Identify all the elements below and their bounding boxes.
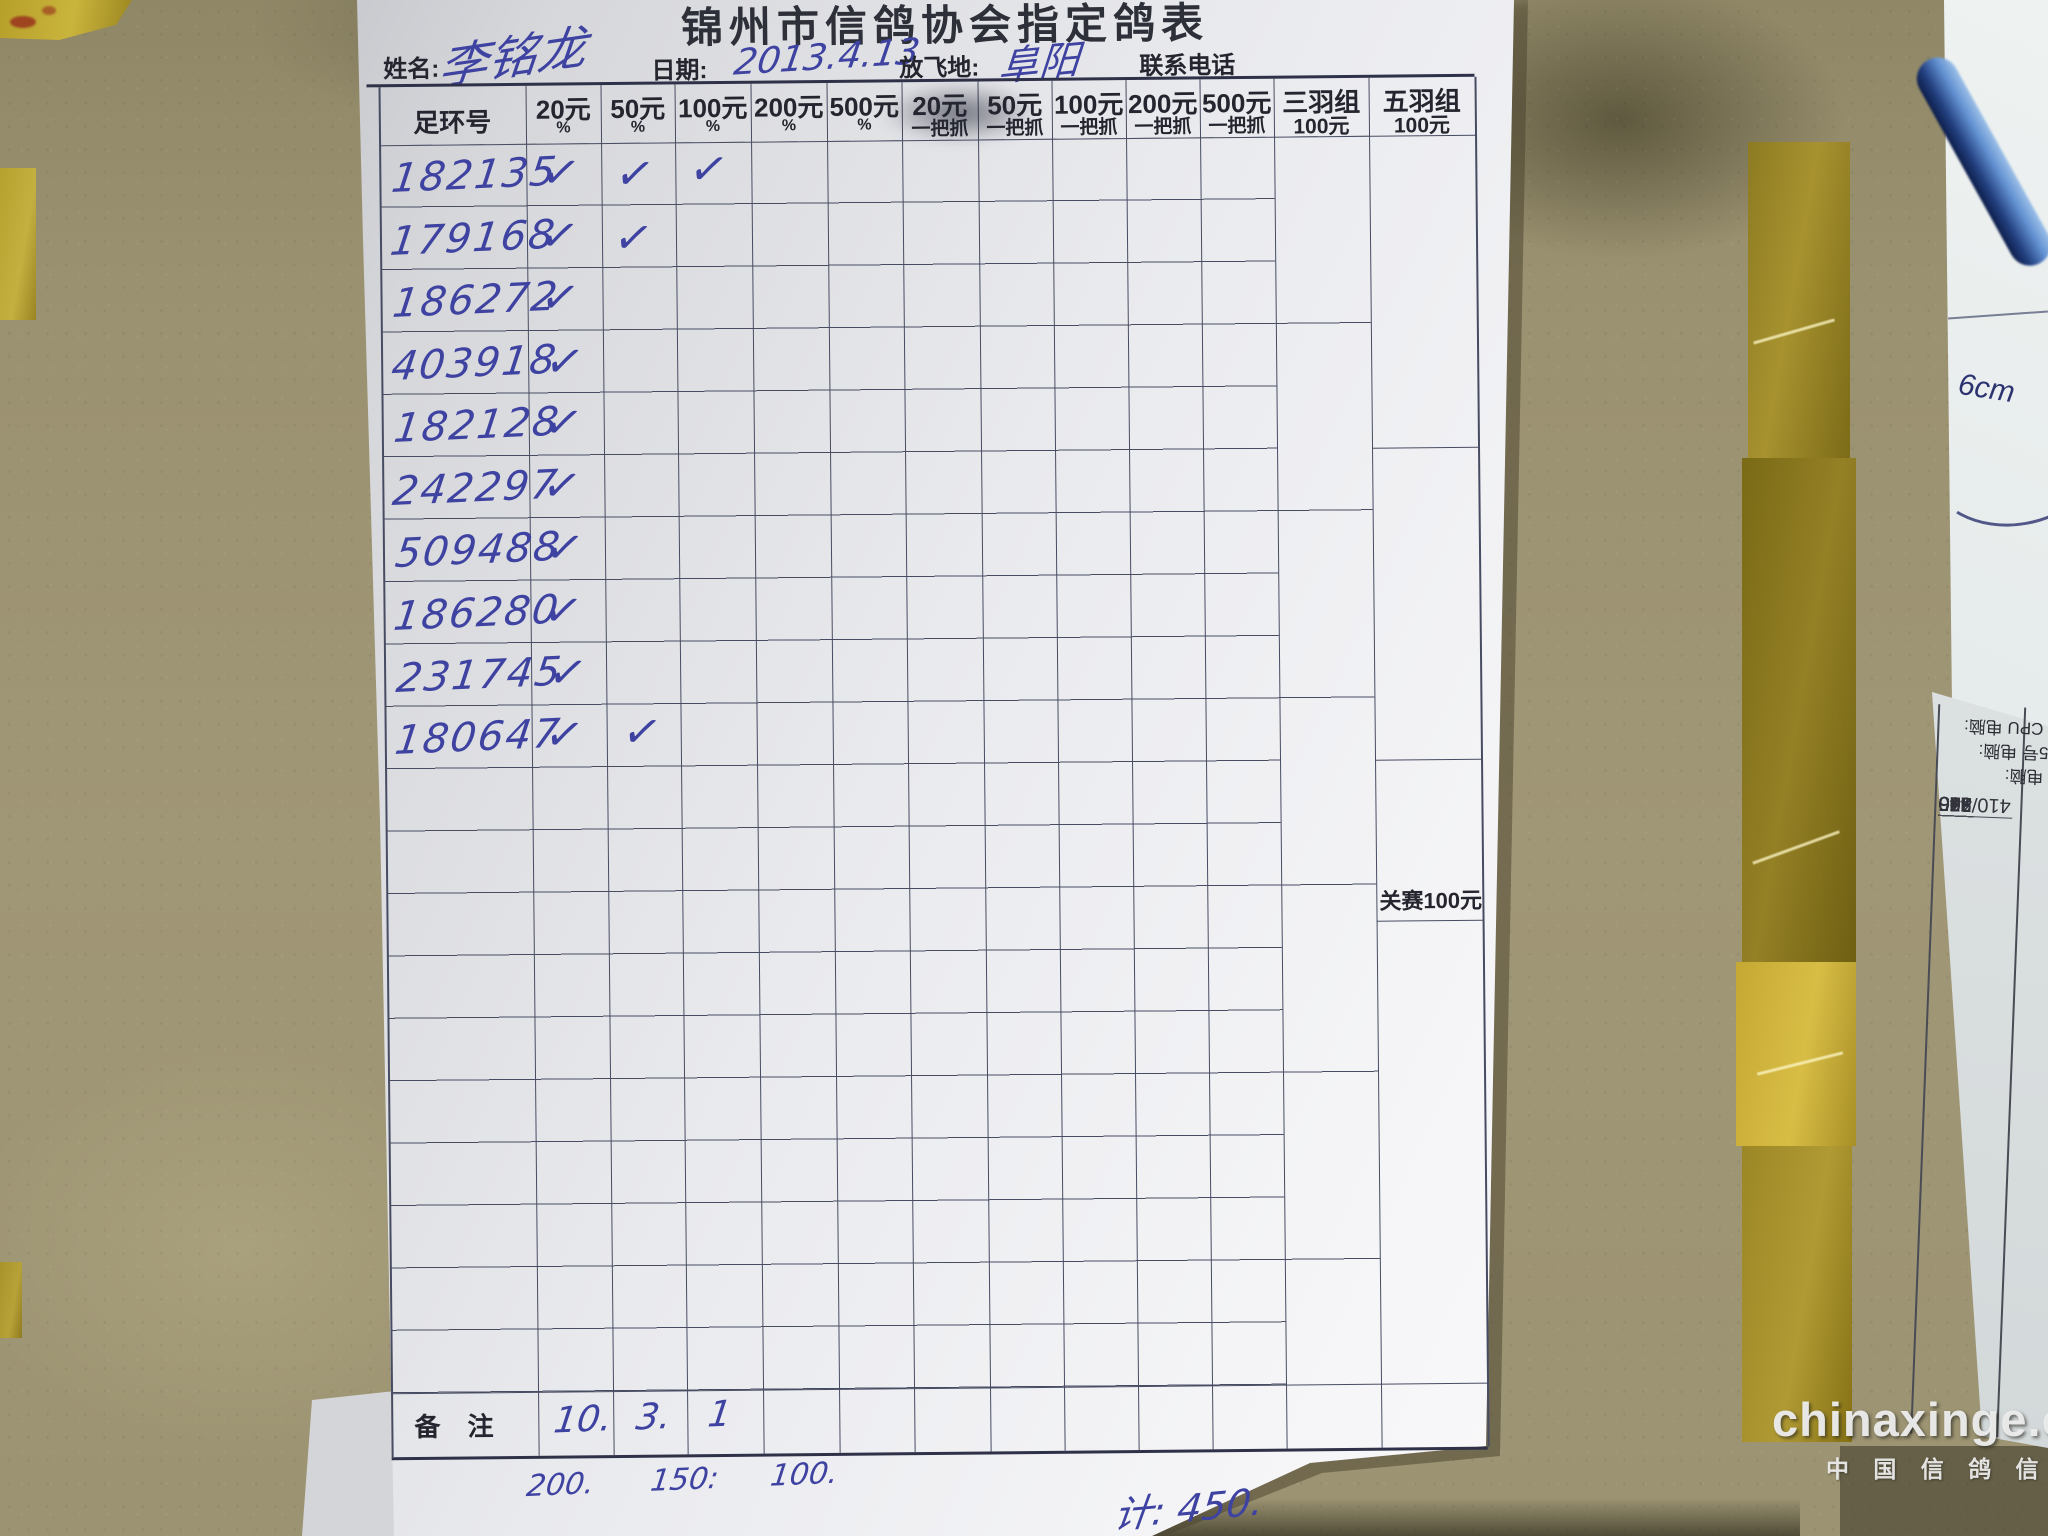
remark-label: 备 注 xyxy=(414,1411,504,1442)
tape-strip-right xyxy=(1748,142,1850,458)
column-header-sub: % xyxy=(705,117,721,136)
table-bottom-rule xyxy=(391,1446,1488,1461)
column-header-sub: 一把抓 xyxy=(1060,117,1118,139)
ring-number: 403918 xyxy=(388,336,561,391)
ring-number: 182135 xyxy=(388,148,561,203)
column-header-sub: % xyxy=(630,118,646,136)
closing-race-note: 关赛100元 xyxy=(1379,887,1483,914)
sub-remark-amount: 100. xyxy=(768,1455,841,1494)
ring-number: 231745 xyxy=(393,648,566,703)
ring-number: 180647 xyxy=(392,710,564,765)
column-header-sub: % xyxy=(556,119,571,137)
sub-remark-amount: 150: xyxy=(648,1460,721,1499)
watermark-subtitle: 中 国 信 鸽 信 息 网 xyxy=(1826,1456,2048,1482)
column-header: 足环号 xyxy=(413,107,492,138)
five-bird-group-line xyxy=(1372,446,1479,449)
total-note: 计: 450. xyxy=(1111,1479,1266,1536)
release-site-value: 阜阳 xyxy=(996,37,1082,91)
ring-number: 242297 xyxy=(389,461,562,516)
column-header-sub: % xyxy=(781,117,797,135)
column-header-sub: 100元 xyxy=(1393,113,1451,138)
column-header-sub: 100元 xyxy=(1293,114,1350,139)
table-gridline xyxy=(1474,76,1490,1447)
watermark-logo: chinaxinge.com xyxy=(1772,1393,2048,1446)
tape-strip-right xyxy=(1742,458,1856,962)
desk-edge-shadow xyxy=(1140,1498,1800,1536)
ring-number: 509488 xyxy=(392,523,565,578)
ring-number: 179168 xyxy=(387,211,560,266)
ring-number: 182128 xyxy=(391,398,563,453)
tape-red-speck xyxy=(10,16,36,28)
corner-shadow xyxy=(1840,1446,2048,1536)
remark-count: 1 xyxy=(705,1393,734,1436)
finger-shadow-smudge xyxy=(880,82,1040,144)
name-label: 姓名: xyxy=(383,55,440,84)
column-header-sub: 一把抓 xyxy=(1208,115,1266,138)
tape-strip-left-upper xyxy=(0,168,36,320)
remark-count: 10. xyxy=(551,1398,615,1442)
tape-strip-left-lower xyxy=(0,1262,22,1338)
tape-red-speck xyxy=(42,6,56,15)
remark-count: 3. xyxy=(633,1395,674,1439)
sub-remark-amount: 200. xyxy=(524,1466,597,1505)
five-bird-group-line xyxy=(1375,758,1482,761)
ring-number: 186280 xyxy=(391,586,563,641)
tape-strip-right xyxy=(1742,1146,1852,1442)
three-bird-group-lines xyxy=(1274,135,1382,1386)
column-header-sub: 一把抓 xyxy=(1134,116,1192,139)
five-bird-group-line xyxy=(1376,919,1483,922)
